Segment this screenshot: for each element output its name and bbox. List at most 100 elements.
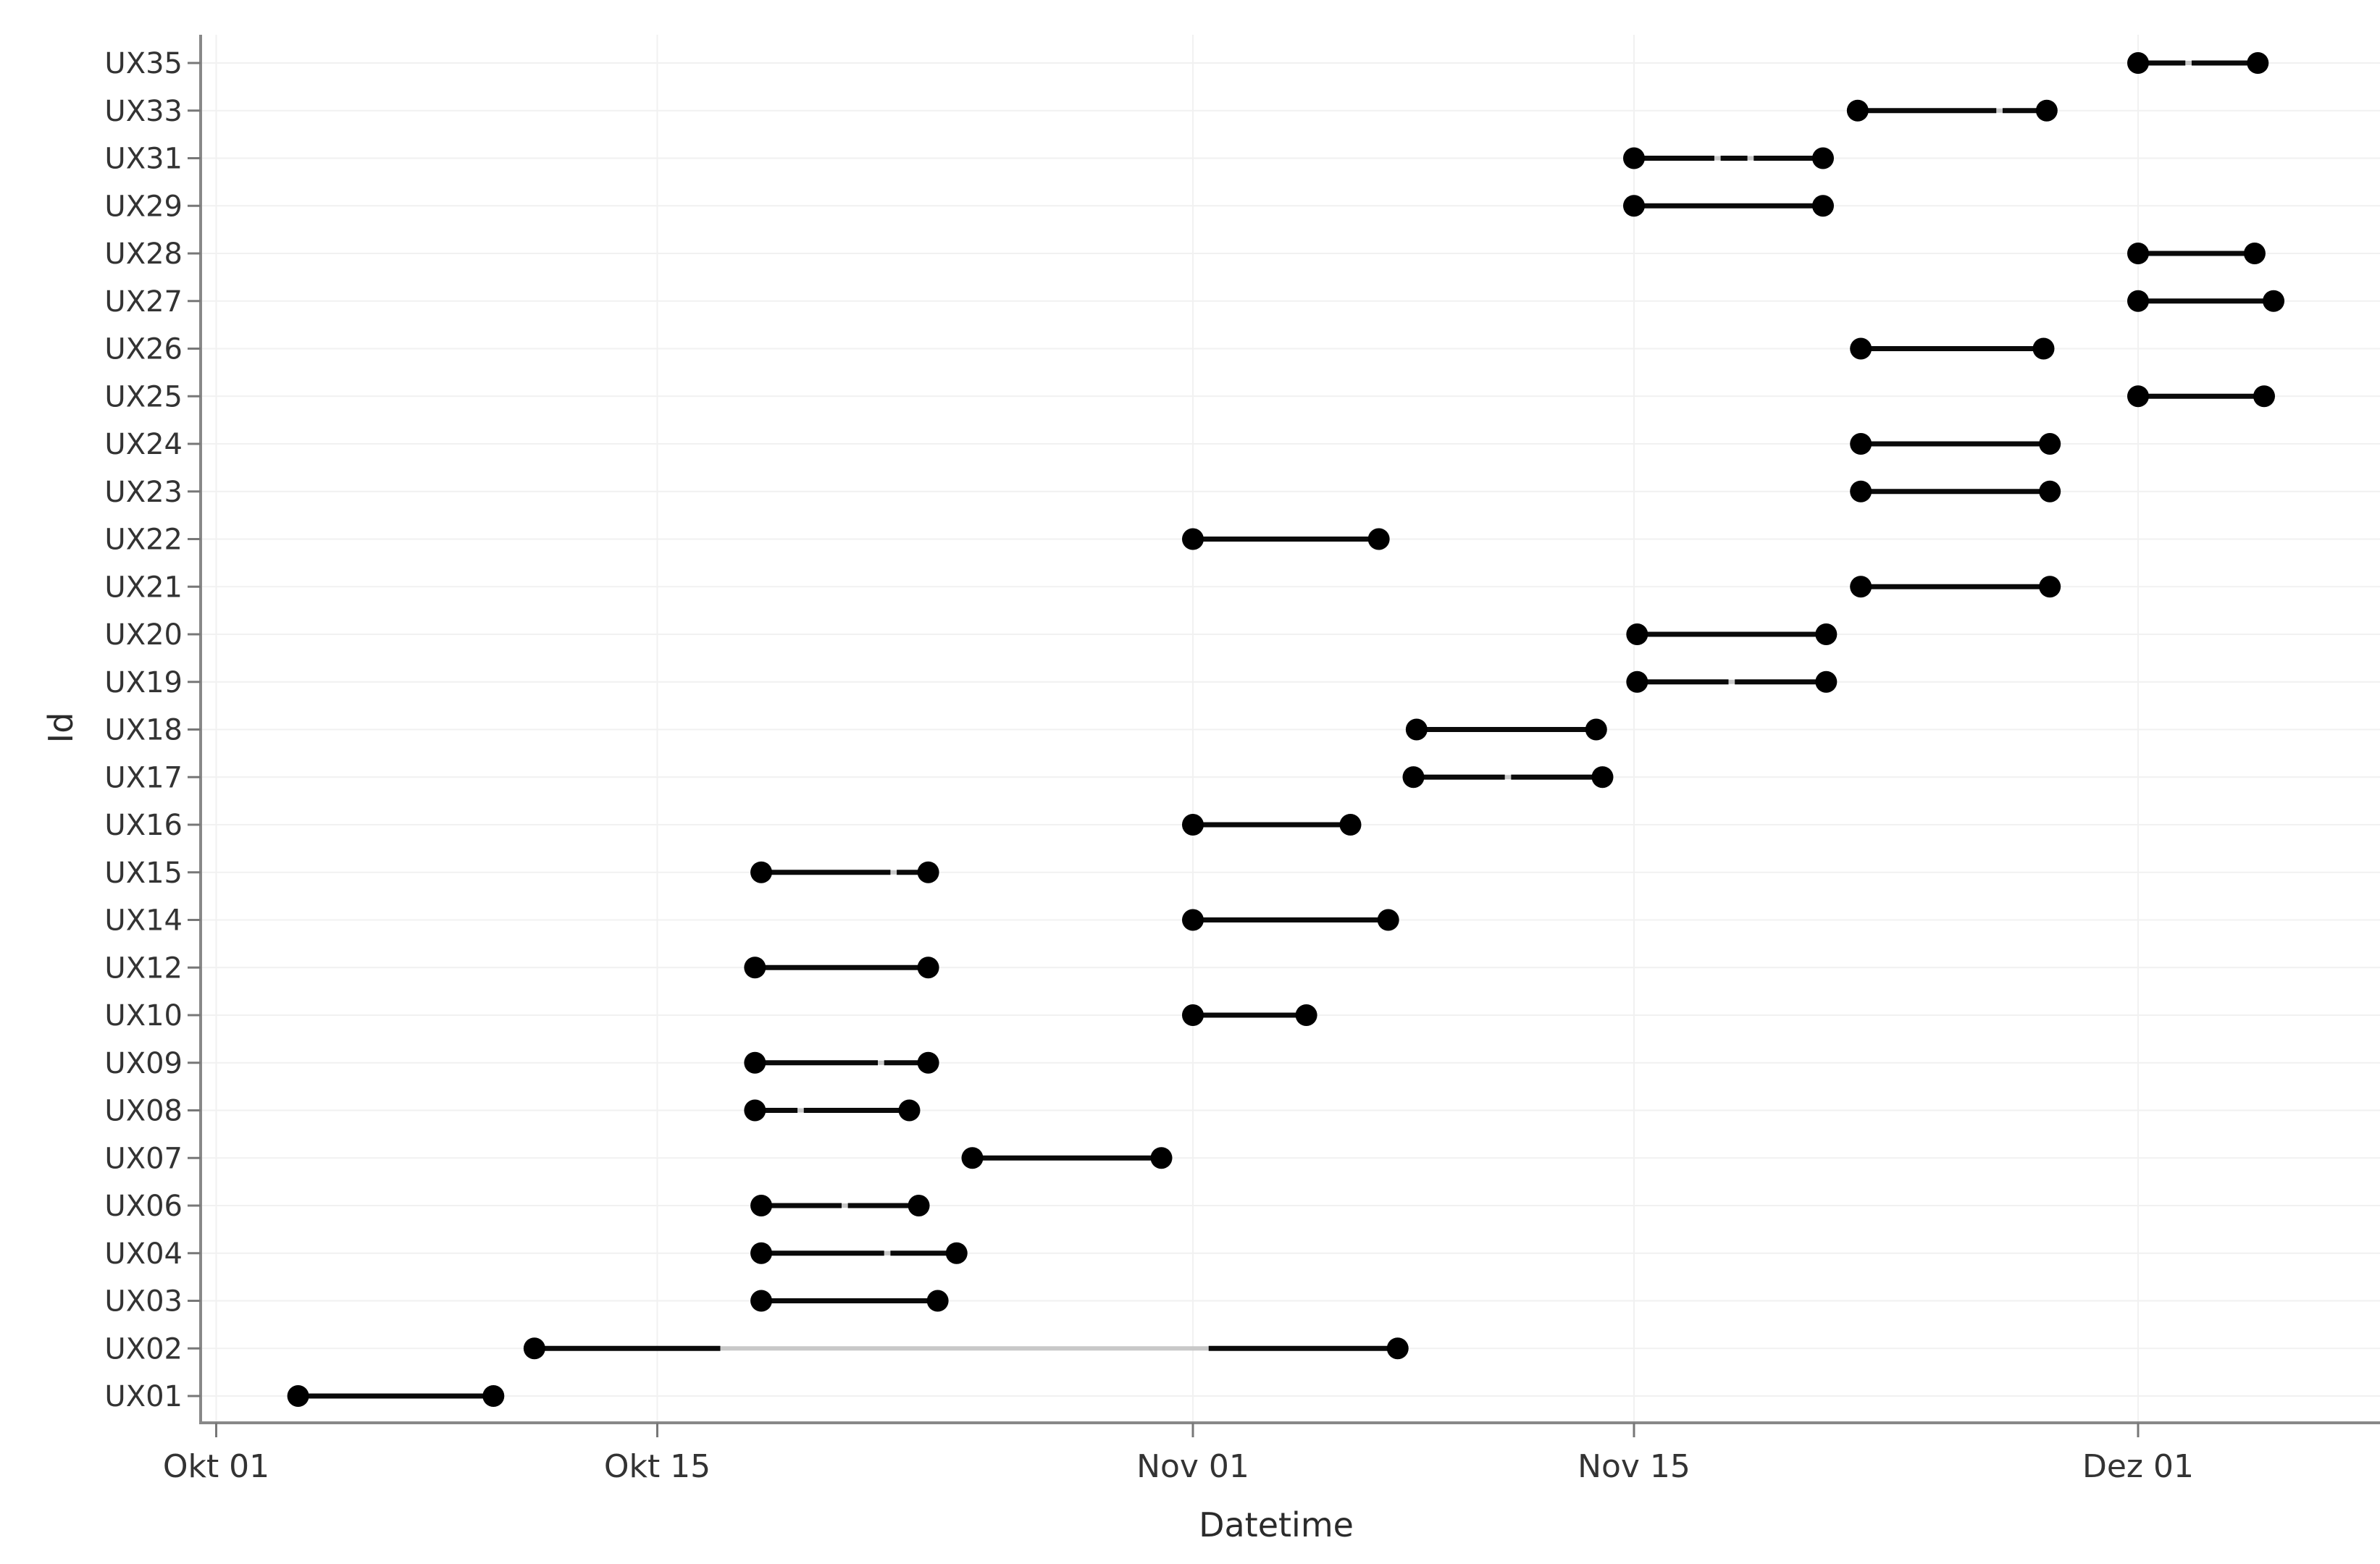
start-dot [287,1385,309,1407]
start-dot [744,957,766,979]
end-dot [1812,147,1834,169]
row-UX12 [744,957,939,979]
y-tick-label: UX12 [104,951,183,985]
row-UX09 [744,1051,939,1074]
y-tick-label: UX27 [104,285,183,319]
end-dot [2039,576,2061,598]
start-dot [1182,1004,1204,1026]
end-dot [2263,290,2285,312]
row-UX06 [750,1195,930,1216]
row-UX17 [1402,766,1614,789]
y-tick-label: UX19 [104,666,183,699]
y-tick-label: UX17 [104,761,183,794]
end-dot [1815,670,1838,693]
row-UX31 [1623,147,1834,169]
row-UX24 [1850,433,2061,455]
row-UX25 [2127,385,2275,408]
end-dot [1295,1004,1317,1026]
end-dot [1585,718,1607,741]
y-tick-label: UX33 [104,95,183,128]
y-tick-label: UX14 [104,904,183,938]
start-dot [1182,814,1204,836]
row-UX02 [523,1337,1409,1360]
x-axis-title: Datetime [1199,1505,1354,1544]
y-tick-label: UX21 [104,571,183,604]
end-dot [482,1385,505,1407]
row-UX01 [287,1385,505,1407]
y-tick-label: UX23 [104,476,183,509]
start-dot [744,1051,766,1074]
end-dot [2253,385,2275,408]
y-tick-label: UX07 [104,1142,183,1175]
end-dot [917,861,939,883]
start-dot [961,1147,984,1169]
start-dot [2127,290,2149,312]
end-dot [1339,814,1362,836]
row-UX21 [1850,576,2061,598]
row-UX22 [1182,528,1390,550]
row-UX19 [1626,670,1838,693]
start-dot [744,1099,766,1122]
start-dot [1405,718,1428,741]
start-dot [1623,195,1645,217]
y-axis: UX35 UX33 UX31 UX29 UX28 UX27 UX26 UX25 UX24 UX23… [104,47,201,1413]
y-tick-label: UX35 [104,47,183,80]
end-dot [917,1051,939,1074]
gridlines [201,35,2380,1423]
mark-rows [287,52,2285,1407]
end-dot [2039,433,2061,455]
y-tick-label: UX28 [104,237,183,271]
start-dot [2127,52,2149,74]
start-dot [1182,528,1204,550]
end-dot [2035,99,2058,122]
y-tick-label: UX20 [104,618,183,652]
y-tick-label: UX25 [104,380,183,413]
x-tick-label: Nov 15 [1577,1448,1690,1485]
x-tick-label: Nov 01 [1136,1448,1249,1485]
row-UX33 [1846,99,2058,122]
start-dot [1850,433,1872,455]
y-tick-label: UX08 [104,1095,183,1128]
y-tick-label: UX15 [104,857,183,890]
end-dot [2039,480,2061,503]
x-tick-label: Okt 01 [163,1448,269,1485]
start-dot [2127,385,2149,408]
end-dot [1386,1337,1409,1360]
x-tick-label: Dez 01 [2082,1448,2194,1485]
start-dot [523,1337,545,1360]
start-dot [750,1290,773,1312]
y-tick-label: UX26 [104,333,183,366]
start-dot [1846,99,1869,122]
end-dot [917,957,939,979]
y-tick-label: UX06 [104,1190,183,1223]
start-dot [1626,670,1648,693]
row-UX16 [1182,814,1362,836]
row-UX28 [2127,243,2266,264]
end-dot [1812,195,1834,217]
row-UX29 [1623,195,1834,217]
end-dot [2032,337,2055,360]
y-axis-title: Id [41,712,80,744]
end-dot [1377,909,1399,931]
start-dot [750,1195,773,1216]
start-dot [1850,337,1872,360]
row-UX35 [2127,52,2269,74]
row-UX26 [1850,337,2055,360]
end-dot [926,1290,949,1312]
start-dot [1850,480,1872,503]
y-tick-label: UX10 [104,999,183,1033]
row-UX18 [1405,718,1607,741]
row-UX07 [961,1147,1173,1169]
row-UX08 [744,1099,921,1122]
row-UX23 [1850,480,2061,503]
y-tick-label: UX09 [104,1047,183,1080]
end-dot [1815,623,1838,645]
y-tick-label: UX02 [104,1332,183,1366]
y-tick-label: UX31 [104,143,183,176]
row-UX10 [1182,1004,1317,1026]
y-tick-label: UX18 [104,714,183,747]
end-dot [2243,243,2266,264]
row-UX27 [2127,290,2285,312]
